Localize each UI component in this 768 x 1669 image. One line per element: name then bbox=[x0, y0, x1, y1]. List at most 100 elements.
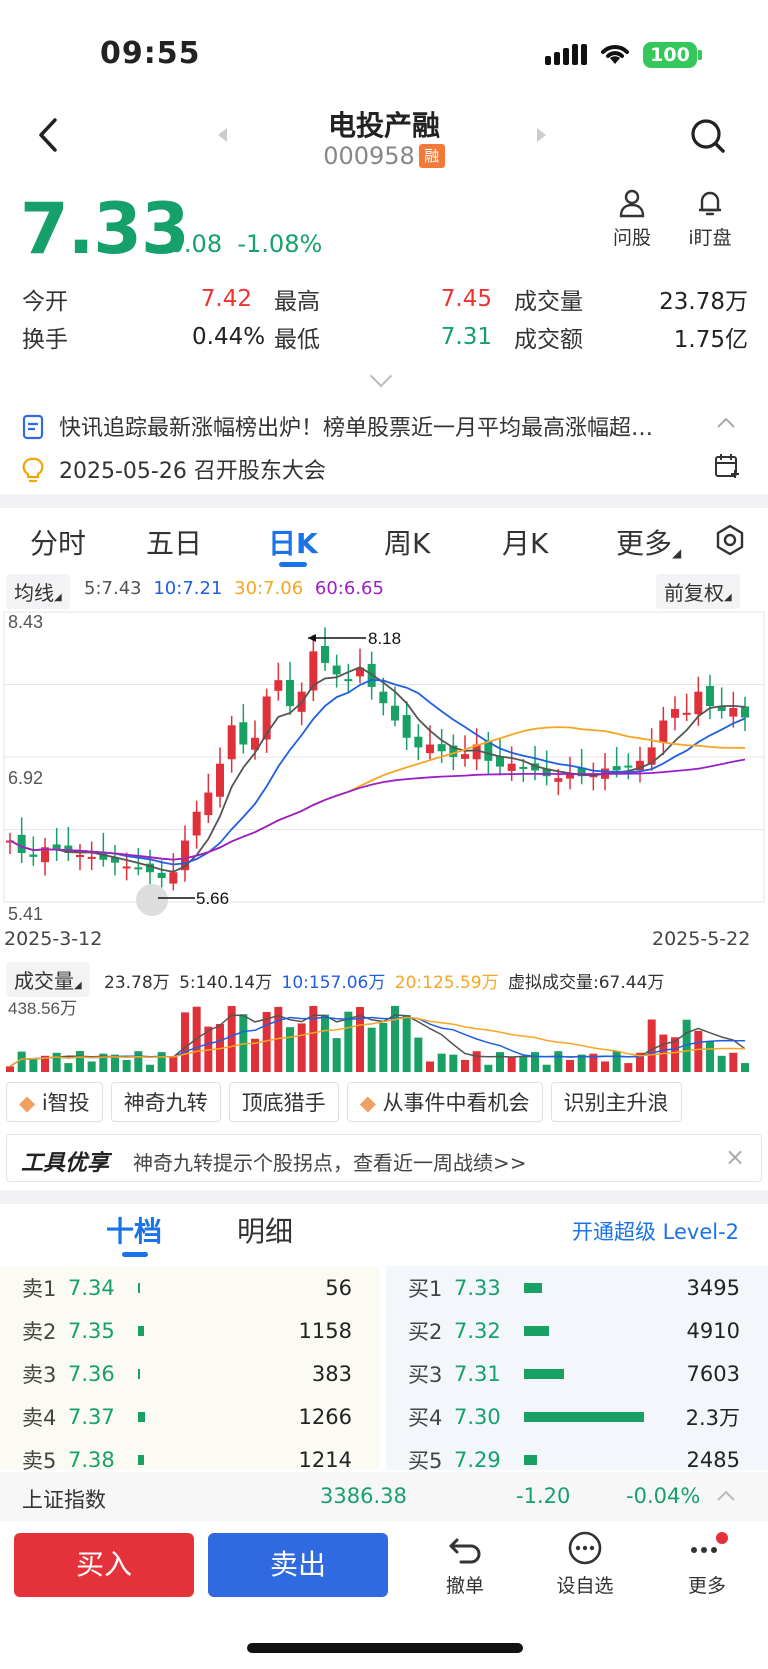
candle-body bbox=[76, 854, 84, 858]
tab-daily-k[interactable]: 日K bbox=[268, 527, 318, 560]
level-qty: 1214 bbox=[298, 1447, 352, 1471]
volume-ma5: 5:140.14万 bbox=[179, 973, 273, 993]
sell-button[interactable]: 卖出 bbox=[208, 1533, 388, 1597]
stat-value: 7.31 bbox=[440, 324, 492, 350]
current-price: 7.33 bbox=[20, 188, 190, 270]
expand-chevron-icon[interactable] bbox=[369, 364, 393, 388]
candle-body bbox=[286, 679, 294, 707]
more-button[interactable]: 更多 bbox=[662, 1530, 752, 1598]
news-item[interactable]: 快讯追踪最新涨幅榜出炉！榜单股票近一月平均最高涨幅超… bbox=[22, 410, 653, 442]
tool-label: i智投 bbox=[41, 1091, 90, 1115]
volume-bar bbox=[612, 1051, 621, 1072]
index-bar[interactable]: 上证指数 3386.38 -1.20 -0.04% bbox=[0, 1472, 768, 1522]
stat-label: 今开 bbox=[22, 289, 68, 315]
candle-body bbox=[52, 844, 61, 851]
candle-body bbox=[227, 725, 236, 760]
settings-gear-icon[interactable] bbox=[714, 524, 746, 560]
tab-five-day[interactable]: 五日 bbox=[146, 527, 203, 560]
tab-more[interactable]: 更多◢ bbox=[616, 527, 682, 560]
tool-i-zhitou[interactable]: ◆ i智投 bbox=[6, 1082, 103, 1122]
level-bar bbox=[138, 1454, 144, 1465]
volume-bar bbox=[157, 1052, 166, 1072]
level-label: 卖5 bbox=[22, 1448, 57, 1471]
volume-bar bbox=[52, 1052, 61, 1072]
search-icon bbox=[691, 119, 725, 153]
orderbook-row[interactable]: 卖1 7.34 56 bbox=[0, 1266, 380, 1309]
level-label: 卖2 bbox=[22, 1319, 57, 1344]
buy-button[interactable]: 买入 bbox=[14, 1533, 194, 1597]
candle-body bbox=[507, 763, 516, 771]
index-value: 3386.38 bbox=[320, 1484, 407, 1508]
tab-intraday[interactable]: 分时 bbox=[30, 527, 87, 560]
candle-body bbox=[554, 778, 563, 782]
orderbook-row[interactable]: 卖4 7.37 1266 bbox=[0, 1395, 380, 1438]
end-date: 2025-5-22 bbox=[652, 928, 751, 950]
ma-toggle[interactable]: 均线◢ bbox=[6, 574, 70, 609]
orderbook-row[interactable]: 卖5 7.38 1214 bbox=[0, 1438, 380, 1471]
back-button[interactable] bbox=[38, 118, 58, 156]
prev-stock-arrow-icon[interactable] bbox=[218, 128, 227, 142]
volume-toggle[interactable]: 成交量◢ bbox=[6, 962, 90, 997]
volume-bar bbox=[519, 1057, 528, 1072]
volume-bar bbox=[426, 1061, 434, 1072]
volume-bar bbox=[146, 1064, 154, 1072]
start-date: 2025-3-12 bbox=[4, 928, 103, 950]
next-stock-arrow-icon[interactable] bbox=[537, 128, 546, 142]
level-qty: 383 bbox=[311, 1361, 352, 1386]
volume-bar bbox=[507, 1057, 516, 1072]
level-qty: 1266 bbox=[298, 1404, 352, 1429]
tab-weekly-k[interactable]: 周K bbox=[384, 527, 431, 560]
tool-shenqi[interactable]: 神奇九转 bbox=[110, 1082, 221, 1122]
watch-button[interactable]: i盯盘 bbox=[675, 188, 745, 250]
event-item[interactable]: 2025-05-26 召开股东大会 bbox=[22, 453, 326, 485]
tab-detail[interactable]: 明细 bbox=[237, 1215, 294, 1248]
cancel-order-button[interactable]: 撤单 bbox=[420, 1530, 510, 1598]
low-marker-badge[interactable] bbox=[136, 884, 168, 916]
orderbook-row[interactable]: 买3 7.31 7603 bbox=[386, 1352, 768, 1395]
level-label: 卖3 bbox=[22, 1362, 57, 1387]
volume-y-top: 438.56万 bbox=[8, 999, 77, 1018]
quote-stats: 今开 7.42 最高 7.45 成交量 23.78万 换手 0.44% 最低 7… bbox=[22, 280, 748, 356]
tab-ten-levels[interactable]: 十档 bbox=[106, 1215, 163, 1248]
candle-body bbox=[262, 696, 271, 740]
tool-dingdi[interactable]: 顶底猎手 bbox=[228, 1082, 339, 1122]
volume-bar bbox=[6, 1066, 14, 1072]
index-name: 上证指数 bbox=[22, 1488, 106, 1512]
kline-chart[interactable]: 8.43 6.92 5.41 8.18 5.66 bbox=[0, 608, 768, 928]
level-bar-track bbox=[138, 1454, 258, 1465]
volume-bar bbox=[414, 1037, 423, 1072]
volume-bar bbox=[99, 1053, 108, 1072]
close-icon[interactable]: × bbox=[725, 1143, 746, 1171]
person-question-icon bbox=[619, 189, 645, 218]
adjust-toggle[interactable]: 前复权◢ bbox=[656, 574, 740, 609]
tool-wave[interactable]: 识别主升浪 bbox=[550, 1082, 682, 1122]
collapse-chevron-icon[interactable] bbox=[716, 414, 736, 433]
level-qty: 2485 bbox=[686, 1447, 740, 1471]
search-button[interactable] bbox=[690, 118, 726, 158]
tab-monthly-k[interactable]: 月K bbox=[502, 527, 549, 560]
orderbook-row[interactable]: 卖2 7.35 1158 bbox=[0, 1309, 380, 1352]
ask-stock-button[interactable]: 问股 bbox=[597, 188, 667, 250]
candle-body bbox=[484, 741, 493, 761]
high-marker-arrowhead bbox=[308, 634, 316, 642]
volume-bar bbox=[472, 1051, 481, 1072]
orderbook-row[interactable]: 买4 7.30 2.3万 bbox=[386, 1395, 768, 1438]
level2-link[interactable]: 开通超级 Level-2 bbox=[572, 1220, 740, 1244]
volume-bar bbox=[239, 1014, 248, 1072]
low-marker-label: 5.66 bbox=[196, 889, 229, 908]
candle-body bbox=[274, 680, 283, 691]
calendar-add-icon[interactable] bbox=[713, 452, 741, 484]
volume-bar bbox=[461, 1059, 469, 1072]
stat-value: 1.75亿 bbox=[673, 327, 748, 353]
orderbook-row[interactable]: 卖3 7.36 383 bbox=[0, 1352, 380, 1395]
orderbook-row[interactable]: 买5 7.29 2485 bbox=[386, 1438, 768, 1471]
battery-nub bbox=[698, 50, 702, 60]
volume-chart[interactable]: 438.56万 bbox=[0, 996, 768, 1074]
tool-event[interactable]: ◆ 从事件中看机会 bbox=[346, 1082, 543, 1122]
orderbook-row[interactable]: 买2 7.32 4910 bbox=[386, 1309, 768, 1352]
candle-body bbox=[624, 765, 633, 768]
promo-banner[interactable]: 工具优享 神奇九转提示个股拐点，查看近一周战绩>> × bbox=[6, 1134, 762, 1182]
level-price: 7.35 bbox=[68, 1318, 115, 1343]
set-watch-button[interactable]: 设自选 bbox=[540, 1530, 630, 1598]
orderbook-row[interactable]: 买1 7.33 3495 bbox=[386, 1266, 768, 1309]
